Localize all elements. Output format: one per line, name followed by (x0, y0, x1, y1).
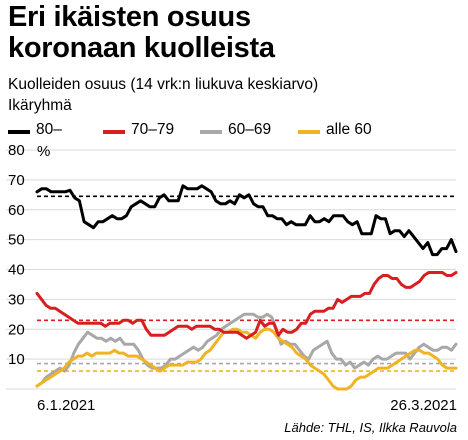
y-tick-label-60: 60 (8, 202, 25, 219)
y-tick-label-10: 10 (8, 351, 25, 368)
legend-label-alle-60: alle 60 (326, 121, 372, 138)
y-tick-label-70: 70 (8, 172, 25, 189)
y-axis-unit: % (37, 143, 50, 160)
legend-swatch-alle-60 (298, 130, 320, 134)
chart-title-line-1: Eri ikäisten osuus (8, 1, 251, 33)
source-credit: Lähde: THL, IS, Ilkka Rauvola (284, 420, 457, 435)
legend-label-70-79: 70–79 (131, 121, 175, 138)
legend-swatch-60-69 (200, 130, 222, 134)
series-line-2 (35, 312, 458, 388)
y-tick-label-50: 50 (8, 232, 25, 249)
chart-title: Eri ikäisten osuus koronaan kuolleista (8, 2, 275, 64)
legend-label-80-plus: 80– (36, 121, 62, 138)
y-tick-label-40: 40 (8, 262, 25, 279)
y-tick-label-80: 80 (8, 142, 25, 159)
series-line-1 (35, 271, 458, 340)
legend-label-60-69: 60–69 (228, 121, 272, 138)
y-tick-labels: 10 20 30 40 50 60 70 80 (8, 142, 25, 368)
legend-swatch-70-79 (103, 130, 125, 134)
legend-swatch-80-plus (8, 130, 30, 134)
series-line-0 (35, 184, 458, 257)
chart-title-line-2: koronaan kuolleista (8, 32, 275, 64)
x-tick-label-start: 6.1.2021 (37, 397, 95, 414)
grid-lines (6, 149, 456, 390)
series-line-3 (35, 327, 458, 391)
chart-subtitle: Kuolleiden osuus (14 vrk:n liukuva keski… (8, 76, 319, 93)
series-lines (35, 184, 458, 391)
y-tick-label-20: 20 (8, 321, 25, 338)
legend: 80– 70–79 60–69 alle 60 (8, 120, 468, 142)
y-tick-label-30: 30 (8, 291, 25, 308)
legend-title: Ikäryhmä (8, 97, 72, 114)
x-tick-label-end: 26.3.2021 (390, 397, 457, 414)
